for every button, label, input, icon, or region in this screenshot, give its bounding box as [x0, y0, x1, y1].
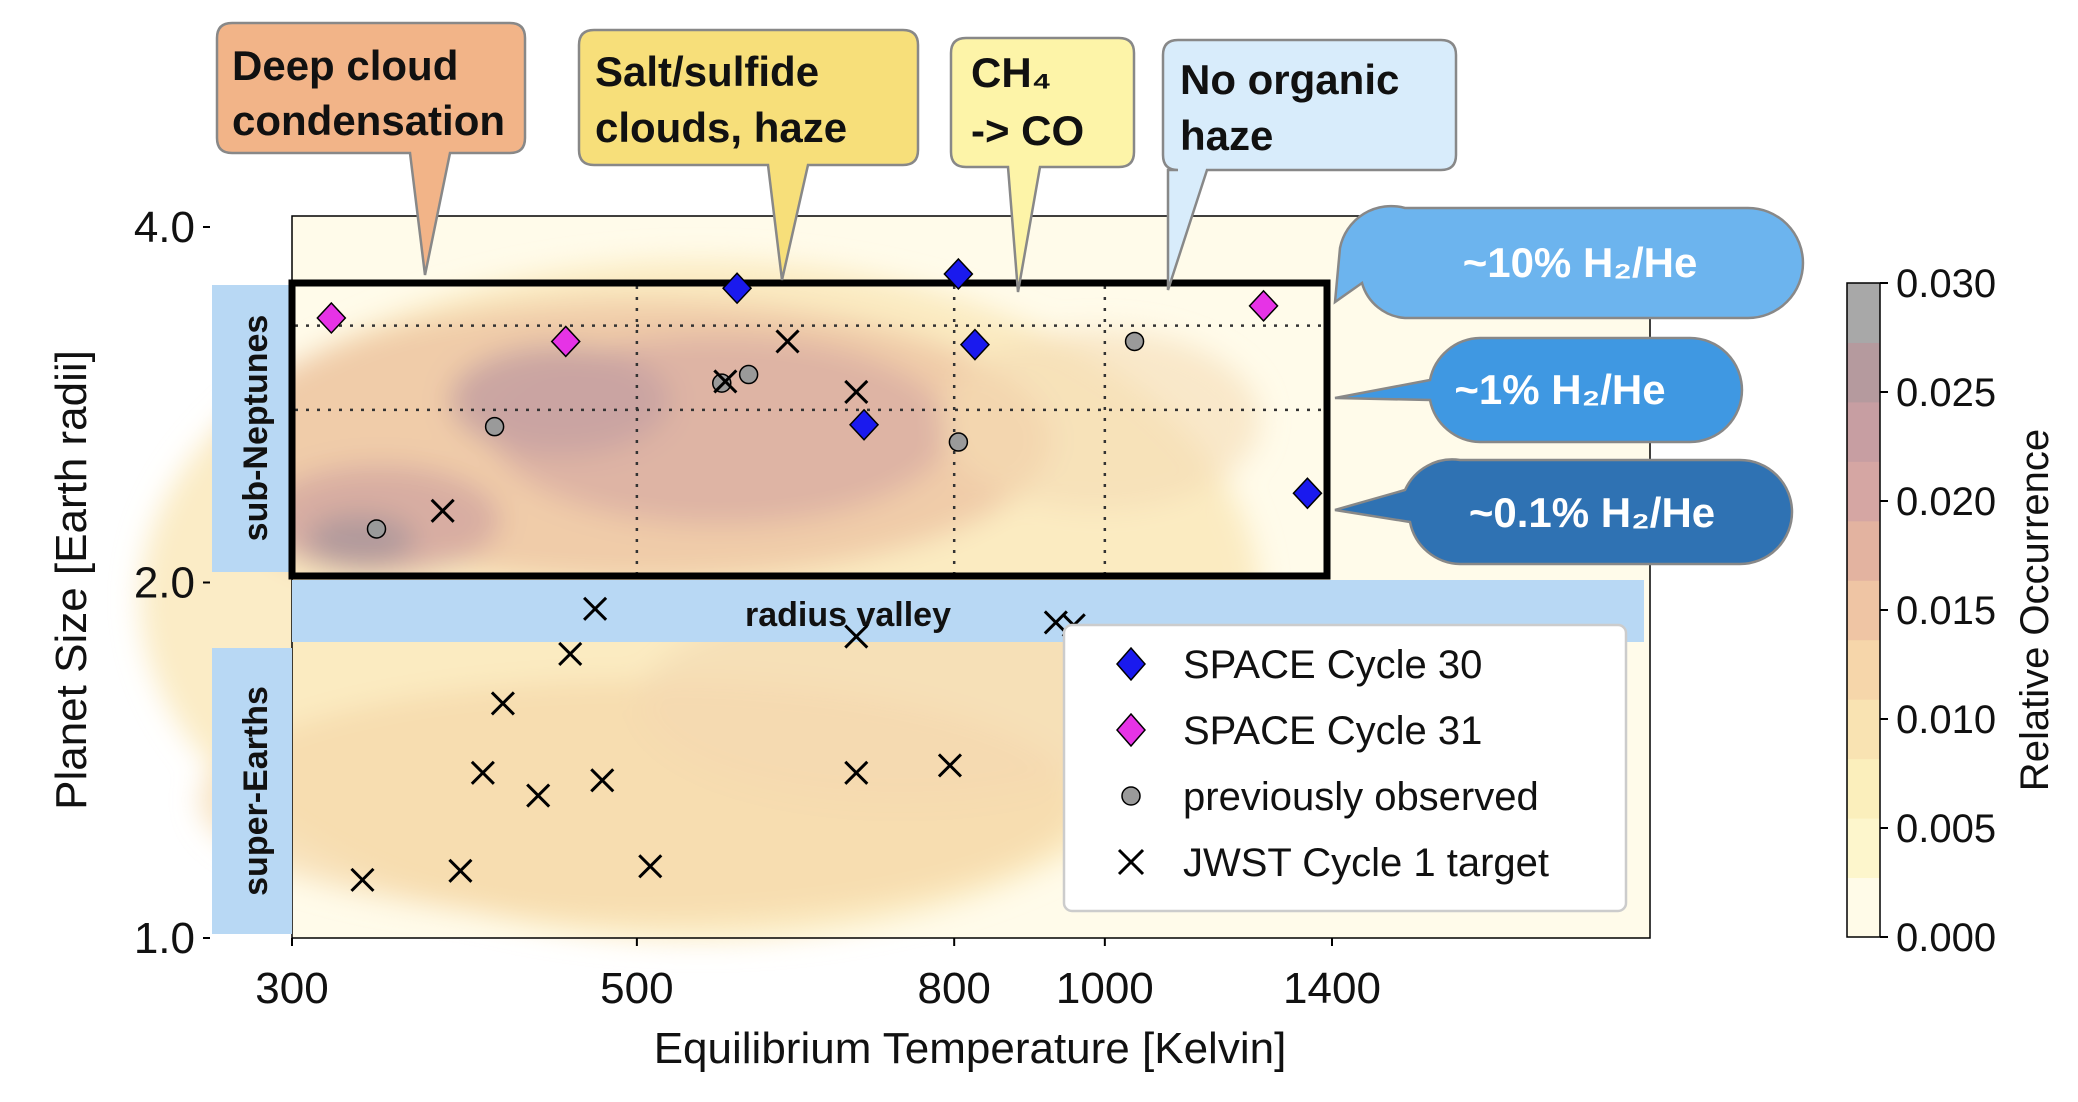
legend-label-previous: previously observed: [1183, 775, 1539, 819]
data-markers: [316, 257, 1323, 892]
data-point-x: [558, 641, 583, 666]
colorbar-band: [1847, 461, 1880, 522]
data-point-diamond: [849, 408, 880, 441]
data-point-x: [350, 867, 375, 892]
legend-marker-jwst: [1117, 848, 1145, 876]
data-point-x: [583, 596, 608, 621]
data-point-diamond: [722, 272, 753, 305]
data-point-diamond: [959, 328, 990, 361]
callout-salt-line2: clouds, haze: [595, 104, 847, 151]
data-point-x: [775, 329, 800, 354]
data-point-diamond: [550, 325, 581, 358]
callout-ch4-line1: CH₄: [971, 49, 1052, 96]
data-point-circle: [366, 519, 387, 539]
colorbar-band: [1847, 580, 1880, 641]
data-point-x: [526, 783, 551, 808]
data-point-circle: [484, 416, 505, 437]
colorbar: 0.000 0.005 0.010 0.015 0.020 0.025 0.030 Rela…: [1846, 262, 2057, 960]
callout-salt-line1: Salt/sulfide: [595, 48, 819, 95]
data-point-x: [590, 768, 615, 793]
colorbar-tick-label: 0.015: [1896, 589, 1996, 633]
super-earths-band: [212, 648, 292, 934]
x-tick-label: 800: [917, 964, 990, 1013]
y-axis-title: Planet Size [Earth radii]: [47, 350, 96, 810]
data-point-circle: [1124, 331, 1145, 352]
callout-deep-cloud-line1: Deep cloud: [232, 42, 458, 89]
legend-marker-previous: [1121, 786, 1141, 806]
legend-marker-cycle30: [1116, 646, 1146, 682]
h2-1-label: ~1% H₂/He: [1454, 366, 1665, 413]
data-point-circle: [948, 432, 969, 452]
legend-label-cycle30: SPACE Cycle 30: [1183, 643, 1482, 687]
callout-organic-line2: haze: [1180, 112, 1273, 159]
colorbar-band: [1847, 877, 1880, 938]
legend-label-cycle31: SPACE Cycle 31: [1183, 709, 1482, 753]
data-point-diamond: [316, 301, 347, 335]
data-point-x: [430, 498, 455, 523]
x-tick-label: 1000: [1056, 964, 1154, 1013]
callout-organic-line1: No organic: [1180, 56, 1399, 103]
h2-10-label: ~10% H₂/He: [1463, 239, 1698, 286]
grid-lines: [295, 286, 1324, 573]
colorbar-band: [1847, 639, 1880, 700]
h2-01-label: ~0.1% H₂/He: [1469, 489, 1715, 536]
colorbar-tick-label: 0.020: [1896, 480, 1996, 524]
data-point-x: [844, 624, 869, 649]
colorbar-tick-label: 0.025: [1896, 371, 1996, 415]
sub-neptunes-band: [212, 285, 292, 572]
y-tick-label: 1.0: [134, 914, 195, 963]
data-point-x: [937, 753, 963, 778]
data-point-x: [448, 858, 473, 883]
callout-h2-01: ~0.1% H₂/He: [1334, 458, 1794, 566]
colorbar-tick-label: 0.000: [1896, 916, 1996, 960]
data-point-diamond: [943, 257, 974, 291]
x-tick-label: 1400: [1283, 964, 1381, 1013]
colorbar-tick-label: 0.010: [1896, 698, 1996, 742]
data-point-x: [713, 369, 738, 394]
legend: SPACE Cycle 30 SPACE Cycle 31 previously…: [1062, 623, 1628, 913]
callout-h2-10: ~10% H₂/He: [1333, 204, 1805, 320]
super-earths-label: super-Earths: [237, 686, 275, 896]
y-tick-label: 2.0: [134, 559, 195, 608]
sub-neptunes-label: sub-Neptunes: [237, 315, 275, 542]
colorbar-band: [1847, 283, 1880, 343]
data-point-diamond: [1248, 289, 1279, 322]
legend-marker-cycle31: [1116, 712, 1146, 748]
colorbar-band: [1847, 758, 1880, 819]
callout-no-organic-haze: No organic haze: [1161, 38, 1458, 291]
data-point-x: [844, 760, 869, 785]
callout-ch4-line2: -> CO: [971, 107, 1084, 154]
x-tick-label: 300: [255, 964, 328, 1013]
colorbar-band: [1847, 818, 1880, 879]
colorbar-label: Relative Occurrence: [2013, 429, 2057, 791]
legend-label-jwst: JWST Cycle 1 target: [1183, 841, 1549, 885]
data-point-x: [638, 854, 663, 879]
callout-salt-sulfide: Salt/sulfide clouds, haze: [577, 28, 920, 281]
colorbar-tick-label: 0.030: [1896, 262, 1996, 306]
callout-deep-cloud: Deep cloud condensation: [215, 21, 527, 276]
y-axis: 1.0 2.0 4.0: [134, 203, 210, 963]
data-point-diamond: [1292, 477, 1323, 510]
x-axis-title: Equilibrium Temperature [Kelvin]: [654, 1024, 1287, 1073]
colorbar-band: [1847, 401, 1880, 462]
callout-ch4-co: CH₄ -> CO: [949, 36, 1136, 293]
colorbar-band: [1847, 342, 1880, 403]
x-axis: 300 500 800 1000 1400: [255, 938, 1381, 1013]
legend-box: [1062, 623, 1628, 913]
data-point-x: [490, 691, 515, 716]
data-point-x: [844, 379, 869, 404]
sub-neptune-box: [288, 279, 1331, 580]
colorbar-band: [1847, 699, 1880, 760]
colorbar-tick-label: 0.005: [1896, 807, 1996, 851]
data-point-x: [470, 760, 495, 785]
y-tick-label: 4.0: [134, 203, 195, 252]
callout-h2-1: ~1% H₂/He: [1334, 336, 1744, 444]
x-tick-label: 500: [600, 964, 673, 1013]
data-point-circle: [738, 364, 759, 385]
callout-deep-cloud-line2: condensation: [232, 97, 505, 144]
colorbar-band: [1847, 520, 1880, 581]
